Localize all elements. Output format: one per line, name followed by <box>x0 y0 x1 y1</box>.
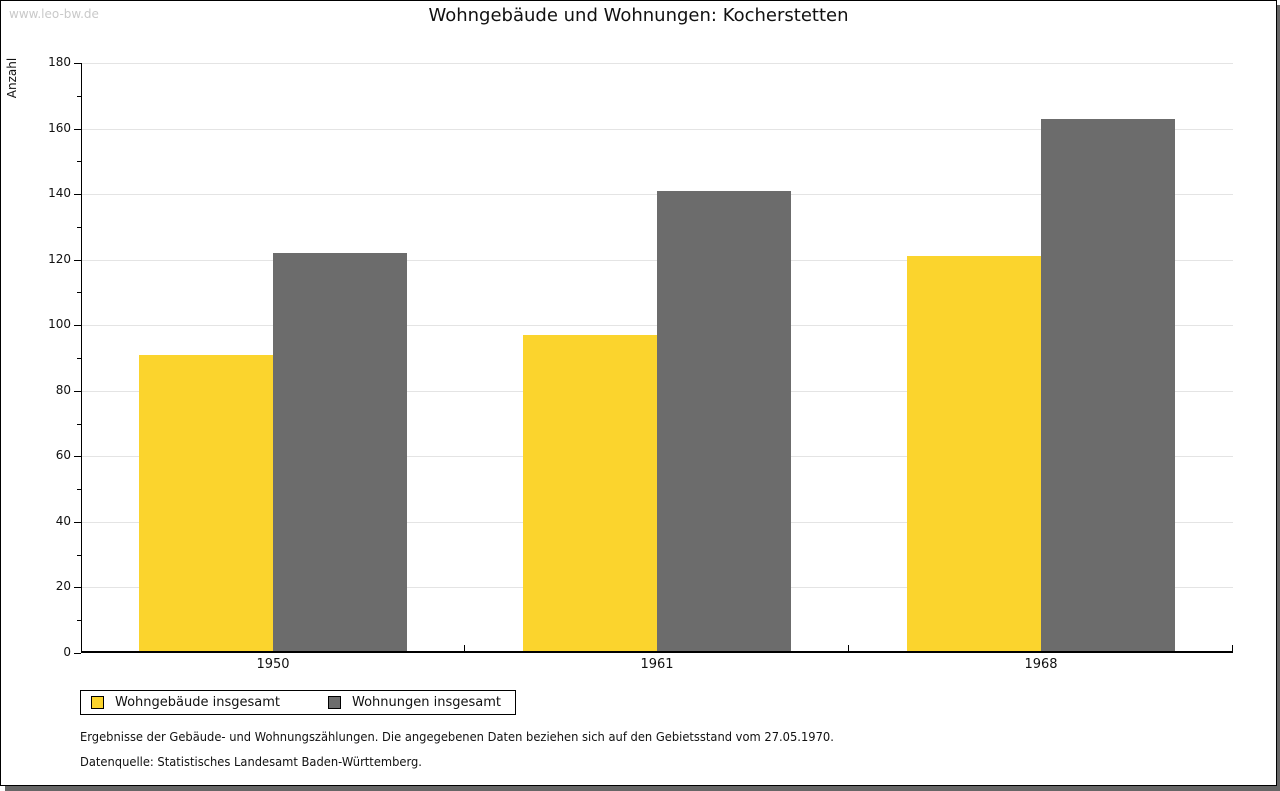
x-boundary-tick-2 <box>848 645 849 651</box>
y-major-tick-160 <box>74 129 81 130</box>
y-minor-tick-90 <box>77 358 81 359</box>
x-axis-line <box>81 651 1233 653</box>
y-minor-tick-150 <box>77 161 81 162</box>
y-tick-label-140: 140 <box>48 186 71 200</box>
y-minor-tick-170 <box>77 96 81 97</box>
bar-wohnungen-1968 <box>1041 119 1175 651</box>
plot-area <box>74 63 1233 654</box>
bar-wohngebaeude-1968 <box>907 256 1041 651</box>
bar-wohngebaeude-1950 <box>139 355 273 651</box>
y-tick-label-100: 100 <box>48 317 71 331</box>
legend: Wohngebäude insgesamt Wohnungen insgesamt <box>80 690 516 715</box>
x-tick-label-1950: 1950 <box>256 657 290 672</box>
watermark: www.leo-bw.de <box>9 7 99 21</box>
bar-wohngebaeude-1961 <box>523 335 657 651</box>
y-minor-tick-50 <box>77 489 81 490</box>
y-tick-label-80: 80 <box>55 383 71 397</box>
y-minor-tick-30 <box>77 555 81 556</box>
y-tick-label-20: 20 <box>55 579 71 593</box>
y-major-tick-0 <box>74 653 81 654</box>
y-axis-label: Anzahl <box>5 57 19 99</box>
y-axis-line <box>81 63 82 653</box>
y-tick-label-0: 0 <box>63 645 71 659</box>
y-major-tick-180 <box>74 63 81 64</box>
gridline-180 <box>82 63 1233 64</box>
legend-label-wohnungen: Wohnungen insgesamt <box>352 695 501 710</box>
y-major-tick-80 <box>74 391 81 392</box>
legend-entry-wohnungen: Wohnungen insgesamt <box>328 695 501 710</box>
y-minor-tick-110 <box>77 292 81 293</box>
gridline-160 <box>82 129 1233 130</box>
y-minor-tick-10 <box>77 620 81 621</box>
y-major-tick-120 <box>74 260 81 261</box>
bar-wohnungen-1950 <box>273 253 407 651</box>
y-tick-label-60: 60 <box>55 448 71 462</box>
legend-swatch-wohnungen <box>328 696 341 709</box>
x-tick-label-1961: 1961 <box>640 657 674 672</box>
legend-entry-wohngebaeude: Wohngebäude insgesamt <box>91 695 280 710</box>
y-tick-label-120: 120 <box>48 252 71 266</box>
x-boundary-tick-1 <box>464 645 465 651</box>
y-major-tick-60 <box>74 456 81 457</box>
y-major-tick-20 <box>74 587 81 588</box>
bar-wohnungen-1961 <box>657 191 791 651</box>
x-tick-label-1968: 1968 <box>1024 657 1058 672</box>
footnote-gebietsstand: Ergebnisse der Gebäude- und Wohnungszähl… <box>80 729 834 744</box>
y-minor-tick-130 <box>77 227 81 228</box>
footnote-datenquelle: Datenquelle: Statistisches Landesamt Bad… <box>80 754 422 769</box>
y-tick-label-180: 180 <box>48 55 71 69</box>
legend-swatch-wohngebaeude <box>91 696 104 709</box>
chart-title: Wohngebäude und Wohnungen: Kocherstetten <box>428 5 849 26</box>
y-major-tick-140 <box>74 194 81 195</box>
y-tick-label-160: 160 <box>48 121 71 135</box>
x-boundary-tick-3 <box>1232 645 1233 651</box>
legend-label-wohngebaeude: Wohngebäude insgesamt <box>115 695 280 710</box>
y-major-tick-100 <box>74 325 81 326</box>
y-major-tick-40 <box>74 522 81 523</box>
y-minor-tick-70 <box>77 424 81 425</box>
y-tick-label-40: 40 <box>55 514 71 528</box>
